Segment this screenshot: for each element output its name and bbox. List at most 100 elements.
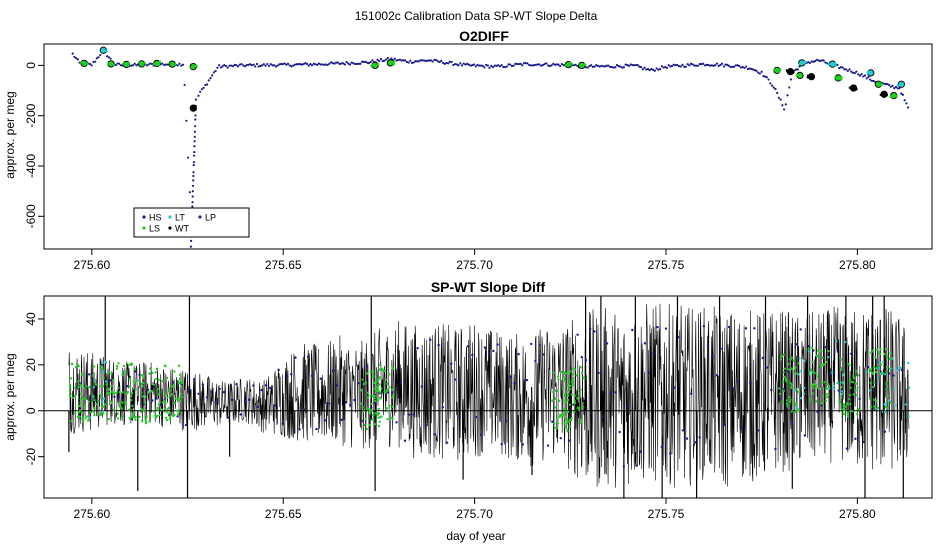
hs-point [519, 62, 522, 65]
hs-point [280, 62, 283, 66]
ls-slope-point [126, 390, 130, 394]
hs-slope-point [719, 347, 722, 350]
hs-slope-point [576, 333, 579, 336]
ls-slope-point [172, 414, 175, 418]
legend-label-hs: HS [149, 213, 162, 223]
ls-slope-point [169, 394, 173, 397]
hs-point [615, 64, 619, 67]
hs-point [757, 71, 760, 74]
hs-point [311, 64, 314, 67]
o2diff-y-axis-label: approx. per meg [3, 91, 17, 178]
lt-slope-point [799, 370, 803, 373]
ls-slope-point [811, 392, 814, 395]
ls-point [376, 63, 380, 66]
hs-slope-point [151, 399, 154, 402]
hs-point [116, 62, 119, 65]
ls-slope-point [77, 380, 80, 383]
ls-slope-point [93, 413, 96, 417]
hs-point [526, 62, 529, 65]
ls-slope-point [810, 384, 814, 388]
hs-point [90, 64, 93, 67]
hs-slope-point [218, 387, 221, 391]
hs-point [75, 57, 78, 60]
ls-slope-point [101, 412, 105, 415]
hs-point [455, 63, 458, 66]
hs-point [715, 62, 718, 65]
ls-slope-point [166, 396, 169, 399]
wt-point [806, 76, 809, 79]
lt-slope-point [803, 386, 806, 390]
hs-point [686, 63, 689, 66]
ls-slope-point [854, 389, 857, 392]
wt-point [811, 76, 815, 80]
hs-slope-point [125, 384, 129, 388]
ls-slope-point [391, 405, 394, 408]
hs-point [281, 62, 284, 66]
hs-point [552, 62, 555, 65]
hs-point [469, 64, 472, 67]
hs-point [205, 83, 209, 86]
ls-slope-point [568, 403, 572, 406]
ls-slope-point [551, 390, 555, 394]
hs-point [843, 68, 846, 71]
hs-point [250, 63, 253, 67]
hs-slope-point [243, 399, 247, 403]
ls-slope-point [178, 373, 182, 377]
ls-slope-point [815, 354, 818, 358]
ls-slope-point [97, 400, 100, 403]
hs-point [240, 62, 243, 66]
ls-slope-point [564, 425, 567, 428]
ls-slope-point [121, 391, 124, 394]
ls-slope-point [821, 381, 824, 384]
hs-slope-point [344, 401, 348, 404]
ls-slope-point [889, 401, 892, 404]
hs-point [267, 64, 271, 68]
hs-point [314, 63, 317, 66]
wt-point [792, 71, 795, 74]
hs-point [841, 66, 844, 69]
hs-point [193, 140, 196, 143]
hs-point [335, 61, 338, 64]
ls-slope-point [849, 386, 852, 390]
ls-slope-point [164, 364, 167, 368]
ls-slope-point [575, 374, 578, 377]
ls-slope-point [572, 410, 576, 414]
ls-slope-point [85, 385, 88, 388]
ls-slope-point [818, 387, 821, 390]
hs-slope-point [412, 413, 415, 416]
lt-slope-point [874, 407, 878, 410]
hs-slope-point [850, 352, 853, 355]
hs-slope-point [845, 447, 849, 450]
hs-point [824, 61, 827, 64]
ls-slope-point [377, 377, 381, 380]
hs-slope-point [753, 327, 756, 330]
hs-slope-point [883, 430, 887, 433]
hs-point [739, 66, 743, 69]
hs-point [233, 63, 236, 67]
ls-slope-point [68, 394, 72, 398]
hs-point [779, 98, 782, 101]
hs-point [424, 59, 427, 63]
ls-slope-point [857, 407, 860, 411]
hs-point [192, 154, 196, 157]
hs-point [398, 58, 402, 61]
ls-slope-point [869, 351, 873, 354]
hs-point [612, 66, 615, 69]
hs-point [378, 60, 381, 63]
hs-point [243, 65, 247, 68]
hs-point [131, 64, 135, 67]
hs-point [528, 63, 531, 67]
hs-point [708, 64, 712, 67]
ls-slope-point [144, 420, 148, 423]
ls-slope-point [127, 408, 131, 412]
lt-slope-point [898, 366, 901, 369]
lt-slope-point [889, 367, 893, 370]
ls-slope-point [142, 374, 145, 377]
hs-point [190, 239, 193, 242]
ls-slope-point [564, 401, 568, 405]
ls-slope-point [569, 388, 572, 391]
hs-point [503, 65, 507, 69]
ls-slope-point [141, 385, 144, 388]
hs-point [395, 59, 398, 62]
